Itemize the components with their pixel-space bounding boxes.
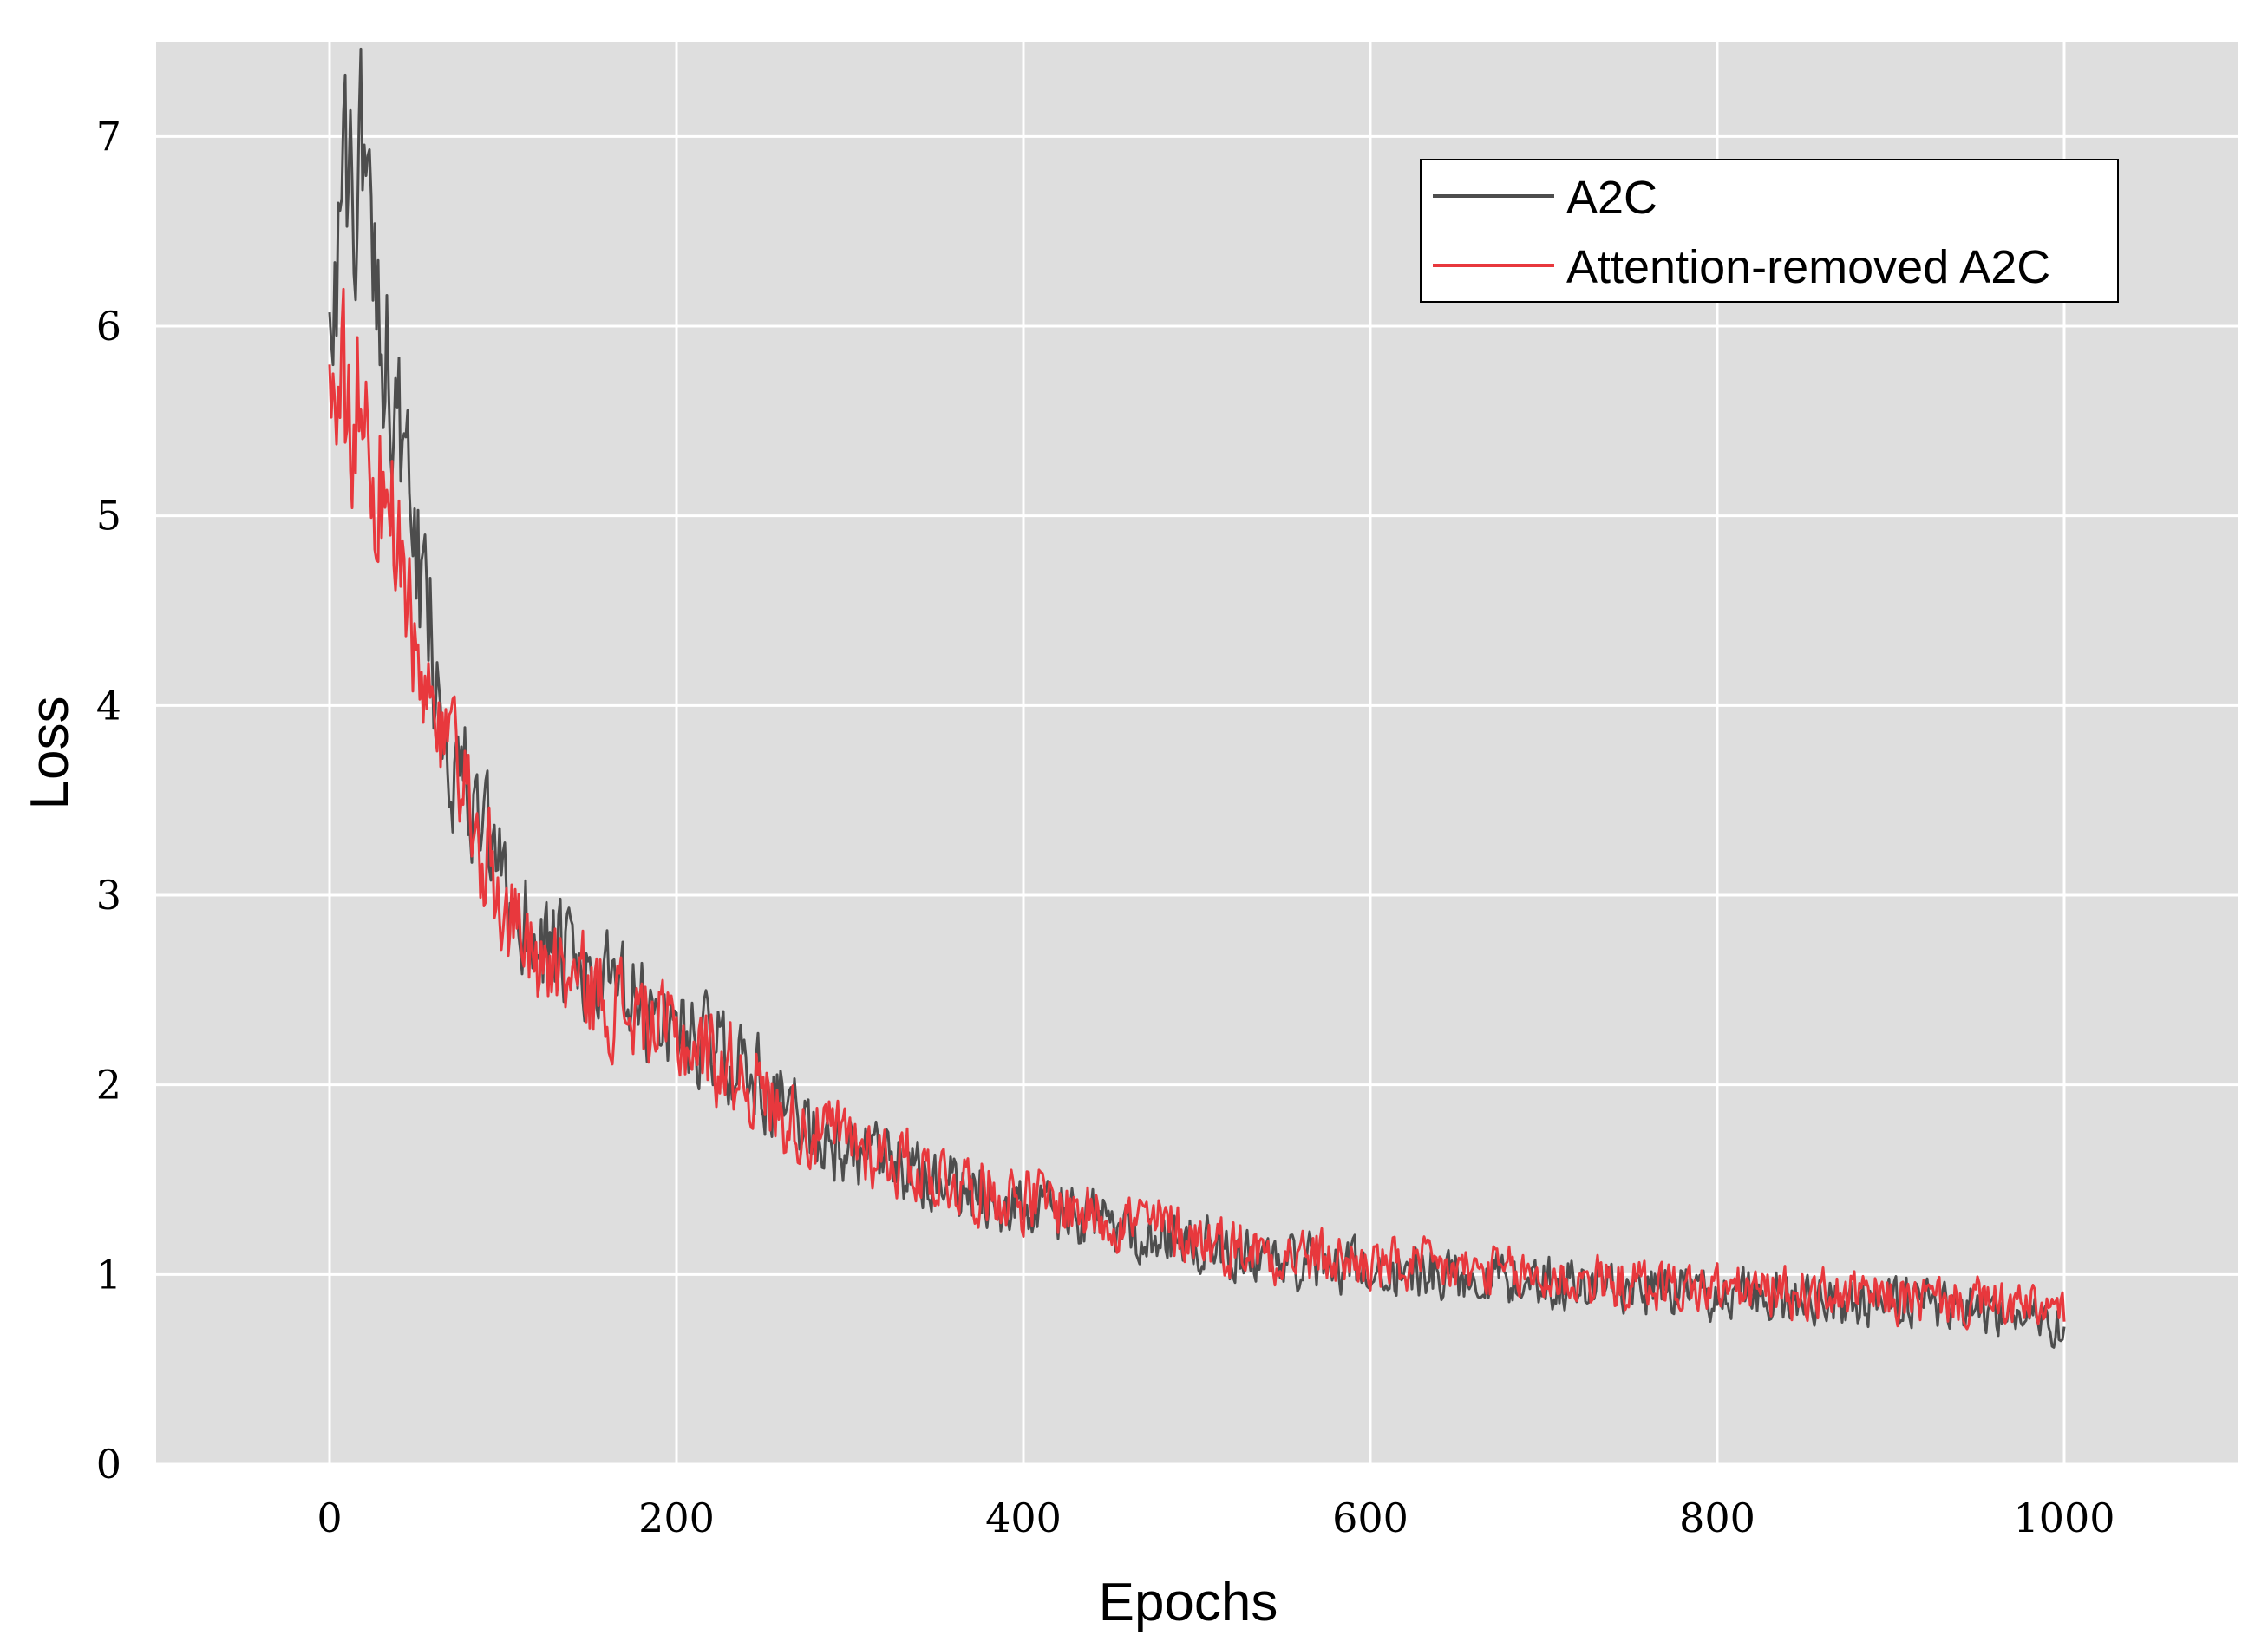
x-tick-labels: 0 200 400 600 800 1000: [317, 1495, 2114, 1541]
legend: A2C Attention-removed A2C: [1420, 159, 2119, 303]
series-line-attention-removed-a2c: [328, 287, 2066, 1331]
x-tick-label: 200: [638, 1495, 715, 1541]
x-axis-title: Epochs: [1099, 1573, 1278, 1632]
grid-lines: [156, 42, 2238, 1466]
legend-label-a2c: A2C: [1566, 172, 1657, 224]
y-tick-label: 0: [96, 1441, 121, 1488]
legend-label-attention-removed-a2c: Attention-removed A2C: [1566, 241, 2050, 293]
y-axis-title: Loss: [20, 697, 80, 810]
y-tick-labels: 0 1 2 3 4 5 6 7: [96, 113, 121, 1488]
y-tick-label: 3: [96, 872, 121, 919]
y-tick-label: 1: [96, 1251, 121, 1298]
x-tick-label: 0: [317, 1495, 342, 1541]
y-tick-label: 6: [96, 303, 121, 350]
legend-box: [1420, 159, 2119, 303]
y-tick-label: 2: [96, 1062, 121, 1109]
y-tick-label: 4: [96, 682, 121, 729]
series-layer: [328, 47, 2066, 1349]
y-tick-label: 7: [96, 113, 121, 160]
x-tick-label: 1000: [2013, 1495, 2114, 1541]
y-tick-label: 5: [96, 493, 121, 540]
x-tick-label: 800: [1679, 1495, 1755, 1541]
x-tick-label: 400: [985, 1495, 1062, 1541]
x-tick-label: 600: [1332, 1495, 1409, 1541]
